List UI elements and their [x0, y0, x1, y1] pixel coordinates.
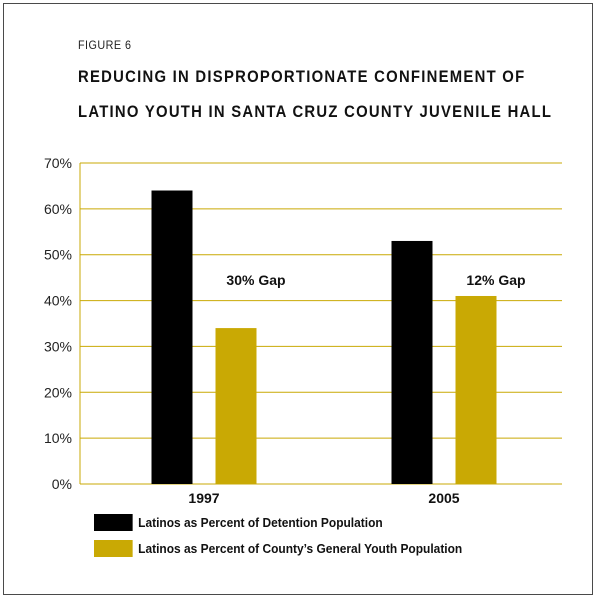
legend-label-general-population: Latinos as Percent of County’s General Y…: [138, 541, 463, 556]
chart-title-line-1: REDUCING IN DISPROPORTIONATE CONFINEMENT…: [78, 68, 526, 86]
y-tick-label: 30%: [44, 338, 72, 354]
bar-detention-2005: [391, 240, 433, 484]
y-tick-label: 20%: [44, 384, 72, 400]
x-category-label: 1997: [188, 490, 219, 506]
x-category-label: 2005: [428, 490, 459, 506]
y-tick-label: 50%: [44, 247, 72, 263]
y-tick-label: 0%: [52, 476, 72, 492]
bar-general-population-2005: [455, 295, 497, 484]
y-tick-label: 10%: [44, 430, 72, 446]
y-tick-label: 40%: [44, 293, 72, 309]
legend-swatch-general-population: [94, 540, 133, 557]
legend-item-general-population: Latinos as Percent of County’s General Y…: [94, 540, 462, 557]
bar-general-population-1997: [215, 328, 257, 484]
chart-title-line-2: LATINO YOUTH IN SANTA CRUZ COUNTY JUVENI…: [78, 103, 553, 121]
legend-swatch-detention: [94, 514, 133, 531]
gap-annotation: 30% Gap: [226, 272, 285, 288]
legend-item-detention: Latinos as Percent of Detention Populati…: [94, 514, 383, 531]
legend-label-detention: Latinos as Percent of Detention Populati…: [138, 515, 383, 530]
figure-label: FIGURE 6: [78, 38, 132, 52]
y-tick-label: 70%: [44, 155, 72, 171]
y-tick-label: 60%: [44, 201, 72, 217]
gap-annotation: 12% Gap: [466, 272, 525, 288]
bar-detention-1997: [151, 190, 193, 484]
